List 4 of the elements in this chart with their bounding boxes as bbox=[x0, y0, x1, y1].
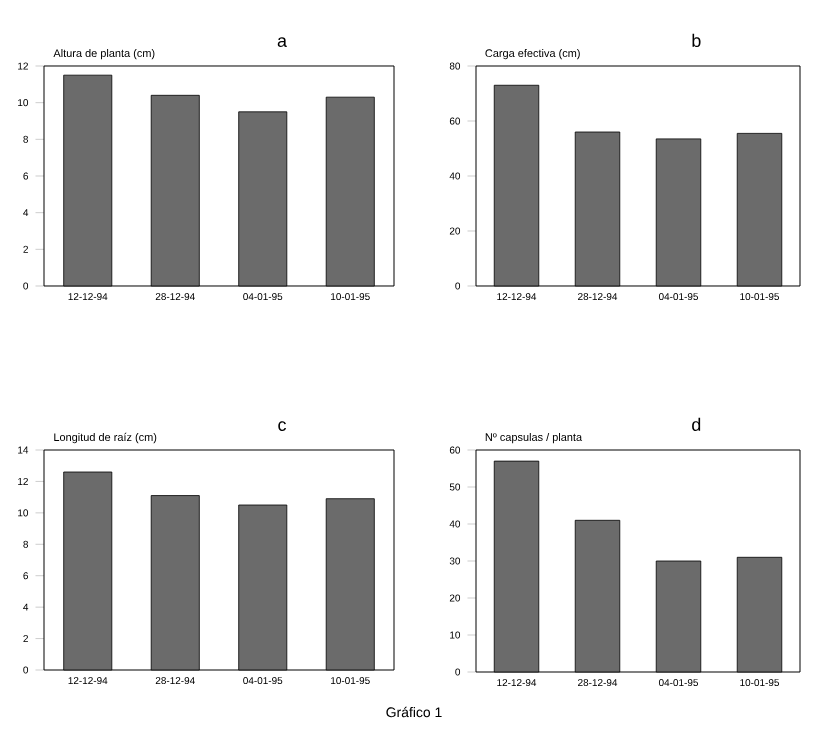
chart-title: c bbox=[278, 421, 287, 432]
chart-title: d bbox=[692, 417, 701, 432]
chart-title: a bbox=[277, 37, 287, 48]
chart-title: b bbox=[692, 33, 701, 48]
